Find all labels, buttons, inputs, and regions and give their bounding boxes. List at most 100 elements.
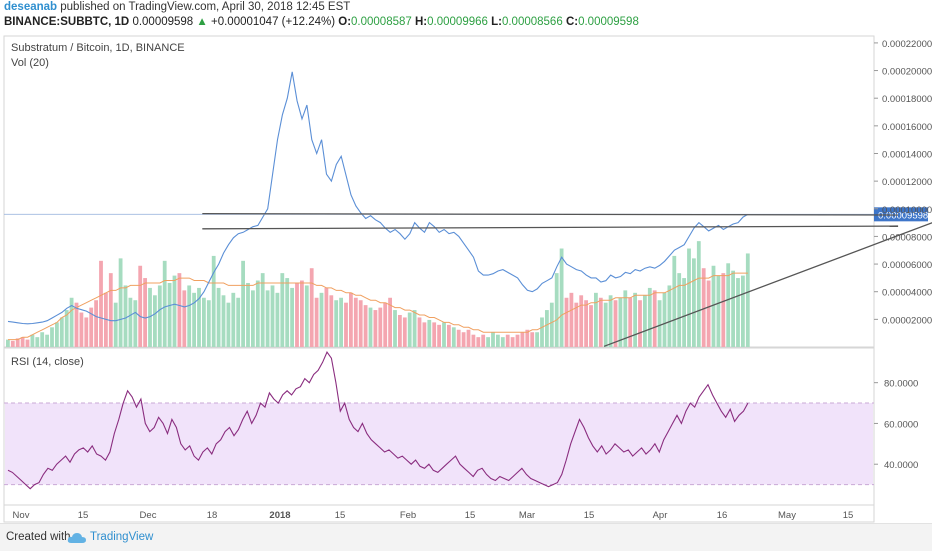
volume-bar: [138, 265, 143, 347]
volume-bar: [525, 329, 530, 347]
trend-line[interactable]: [202, 212, 899, 216]
volume-bar: [285, 278, 290, 347]
rsi-tick-label: 60.0000: [884, 419, 918, 430]
volume-bar: [398, 314, 402, 347]
volume-bar: [623, 290, 628, 347]
price-tick-label: 0.00018000: [882, 94, 932, 105]
tradingview-link[interactable]: TradingView: [90, 531, 154, 543]
volume-bar: [540, 317, 544, 347]
volume-bar: [559, 248, 564, 347]
volume-bar: [466, 329, 471, 347]
volume-bar: [696, 241, 701, 347]
volume-bar: [6, 339, 10, 347]
volume-bar: [143, 278, 147, 347]
volume-bar: [618, 297, 623, 347]
volume-bar: [741, 275, 745, 347]
volume-bar: [334, 300, 339, 347]
trend-line[interactable]: [202, 225, 899, 230]
volume-bar: [241, 260, 245, 347]
price-tick-label: 0.00014000: [882, 149, 932, 160]
volume-bar: [461, 332, 466, 347]
volume-bar: [319, 292, 324, 347]
volume-bar: [603, 302, 608, 347]
rsi-tick-label: 40.0000: [884, 460, 918, 471]
volume-bar: [79, 312, 84, 347]
volume-bar: [584, 300, 588, 347]
volume-bar: [349, 292, 353, 347]
time-tick-label: 15: [335, 510, 346, 521]
volume-bar: [608, 295, 613, 347]
volume-bar: [638, 300, 642, 347]
volume-bar: [55, 322, 59, 347]
volume-bar: [123, 285, 128, 347]
volume-bar: [15, 338, 20, 347]
volume-bar: [128, 297, 133, 347]
trend-lines[interactable]: [202, 206, 932, 347]
volume-bar: [167, 282, 172, 347]
ohlc-bar: BINANCE:SUBBTC, 1D 0.00009598 ▲ +0.00001…: [4, 16, 639, 28]
volume-bar: [662, 292, 667, 347]
price-change: +0.00001047 (+12.24%): [211, 16, 336, 28]
time-tick-label: 15: [843, 510, 854, 521]
volume-bar: [368, 307, 373, 347]
time-tick-label: 15: [584, 510, 595, 521]
volume-bar: [290, 287, 294, 347]
volume-bar: [726, 263, 731, 347]
volume-bar: [89, 307, 94, 347]
volume-bar: [721, 273, 726, 347]
volume-bar: [251, 290, 255, 347]
volume-bar: [295, 282, 299, 347]
price-tick-label: 0.00012000: [882, 177, 932, 188]
volume-bar: [172, 275, 177, 347]
volume-bar: [108, 273, 113, 347]
volume-bar: [530, 332, 535, 347]
time-tick-label: 16: [717, 510, 728, 521]
author-name[interactable]: deseanab: [4, 1, 58, 13]
time-axis-frame: [3, 504, 875, 523]
volume-bar: [736, 278, 740, 347]
volume-bar: [687, 248, 691, 347]
volume-bar: [324, 287, 329, 347]
volume-bar: [745, 253, 750, 347]
volume-bar: [422, 322, 427, 347]
price-tick-label: 0.00008000: [882, 232, 932, 243]
price-tick-label: 0.00006000: [882, 260, 932, 271]
trend-line[interactable]: [603, 206, 932, 347]
chart-canvas[interactable]: 0.00009598 0.00022000 0.00020000 0.0001800…: [0, 0, 932, 523]
volume-bar: [270, 285, 275, 347]
volume-bar: [373, 310, 378, 347]
volume-bar: [427, 319, 432, 347]
volume-bar: [731, 270, 735, 347]
publish-info: deseanab published on TradingView.com, A…: [4, 1, 350, 13]
volume-bar: [471, 334, 476, 347]
volume-bar: [50, 327, 54, 347]
volume-label: Vol (20): [11, 57, 49, 69]
volume-bar: [520, 332, 525, 347]
volume-bar: [677, 273, 682, 347]
volume-bar: [118, 258, 123, 347]
volume-bar: [447, 324, 451, 347]
volume-bar: [275, 292, 280, 347]
tradingview-cloud-icon: [67, 533, 86, 543]
volume-bar: [643, 295, 647, 347]
time-tick-label: 15: [465, 510, 476, 521]
volume-bar: [300, 280, 304, 347]
volume-bar: [20, 337, 25, 347]
rsi-pane-title: RSI (14, close): [11, 356, 84, 368]
volume-bar: [598, 297, 603, 347]
rsi-tick-label: 80.0000: [884, 379, 918, 390]
volume-bar: [437, 324, 441, 347]
price-tick-label: 0.00020000: [882, 67, 932, 78]
volume-bar: [706, 280, 711, 347]
last-price: 0.00009598: [132, 16, 194, 28]
volume-bar: [187, 285, 192, 347]
created-with-text: Created with: [6, 531, 71, 543]
volume-bar: [45, 334, 49, 347]
volume-bar: [69, 297, 74, 347]
axes: 0.00022000 0.00020000 0.00018000 0.00016000…: [13, 39, 932, 521]
volume-bar: [344, 302, 348, 347]
high-label: H:: [415, 16, 428, 28]
last-price-badge: [874, 207, 928, 222]
volume-bar: [30, 334, 35, 347]
price-tick-label: 0.00002000: [882, 315, 932, 326]
